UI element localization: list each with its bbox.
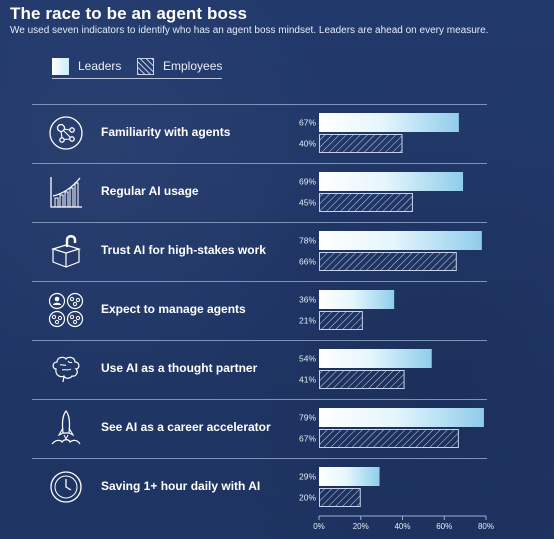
x-axis-tick-label: 80%	[478, 522, 494, 531]
bars-layer: 67% 40% 69% 45% 78% 66% 36% 21% 54% 41% 79% 67% 29% 2…	[299, 113, 484, 507]
employees-bar	[319, 370, 405, 389]
employees-bar	[319, 429, 459, 448]
leaders-value-label: 54%	[299, 354, 316, 364]
employees-value-label: 21%	[299, 316, 316, 326]
employees-bar	[319, 311, 363, 330]
row-label: Use AI as a thought partner	[101, 361, 258, 375]
row-divider	[32, 104, 487, 105]
indicator-row-regular-usage: Regular AI usage	[32, 163, 487, 221]
indicator-row-thought-partner: Use AI as a thought partner	[32, 340, 487, 398]
people-and-agents-icon	[48, 292, 84, 328]
employees-bar	[319, 193, 413, 212]
legend-employees-swatch	[137, 57, 154, 75]
indicator-row-saving-time: Saving 1+ hour daily with AI	[32, 458, 487, 516]
row-label: See AI as a career accelerator	[101, 420, 271, 434]
leaders-bar	[319, 408, 484, 427]
leaders-value-label: 79%	[299, 413, 316, 423]
row-divider	[32, 222, 487, 223]
x-axis-tick-label: 20%	[353, 522, 369, 531]
row-divider	[32, 340, 487, 341]
employees-value-label: 45%	[299, 198, 316, 208]
unlocked-padlock-box-icon	[50, 235, 82, 268]
employees-value-label: 20%	[299, 493, 316, 503]
leaders-value-label: 67%	[299, 118, 316, 128]
employees-bar	[319, 488, 361, 507]
legend-employees: Employees	[137, 56, 222, 76]
employees-value-label: 67%	[299, 434, 316, 444]
growth-bar-chart-icon	[50, 177, 82, 208]
x-axis: 0% 20% 40% 60% 80%	[313, 515, 494, 531]
leaders-bar	[319, 172, 464, 191]
row-divider	[32, 399, 487, 400]
employees-bar	[319, 134, 403, 153]
row-divider	[32, 281, 487, 282]
legend-leaders-swatch	[52, 57, 69, 75]
x-axis-tick-label: 60%	[436, 522, 452, 531]
employees-value-label: 66%	[299, 257, 316, 267]
leaders-bar	[319, 113, 459, 132]
rocket-launch-icon	[51, 410, 81, 445]
row-label: Familiarity with agents	[101, 125, 231, 139]
x-axis-tick-label: 0%	[313, 522, 325, 531]
employees-value-label: 41%	[299, 375, 316, 385]
chart-title: The race to be an agent boss	[10, 4, 248, 23]
network-nodes-icon	[49, 116, 83, 150]
leaders-bar	[319, 349, 432, 368]
indicator-row-career-accelerator: See AI as a career accelerator	[32, 399, 487, 457]
brain-icon	[52, 356, 80, 383]
row-label: Regular AI usage	[101, 184, 199, 198]
x-axis-tick-label: 40%	[394, 522, 410, 531]
row-divider	[32, 163, 487, 164]
indicator-row-trust: Trust AI for high-stakes work	[32, 222, 487, 280]
legend-employees-label: Employees	[163, 59, 223, 73]
leaders-value-label: 78%	[299, 236, 316, 246]
leaders-bar	[319, 231, 482, 250]
leaders-value-label: 36%	[299, 295, 316, 305]
row-label: Saving 1+ hour daily with AI	[101, 479, 261, 493]
leaders-bar	[319, 467, 380, 486]
row-label: Trust AI for high-stakes work	[101, 243, 266, 257]
leaders-bar	[319, 290, 395, 309]
employees-bar	[319, 252, 457, 271]
leaders-value-label: 69%	[299, 177, 316, 187]
leaders-value-label: 29%	[299, 472, 316, 482]
employees-value-label: 40%	[299, 139, 316, 149]
chart-subtitle: We used seven indicators to identify who…	[10, 25, 489, 36]
indicator-row-manage-agents: Expect to manage agents	[32, 281, 487, 339]
clock-icon	[50, 471, 82, 503]
legend-divider	[52, 78, 222, 79]
row-divider	[32, 458, 487, 459]
legend-leaders: Leaders	[52, 56, 121, 76]
row-label: Expect to manage agents	[101, 302, 246, 316]
legend-leaders-label: Leaders	[78, 59, 122, 73]
indicator-row-familiarity: Familiarity with agents	[32, 104, 487, 162]
